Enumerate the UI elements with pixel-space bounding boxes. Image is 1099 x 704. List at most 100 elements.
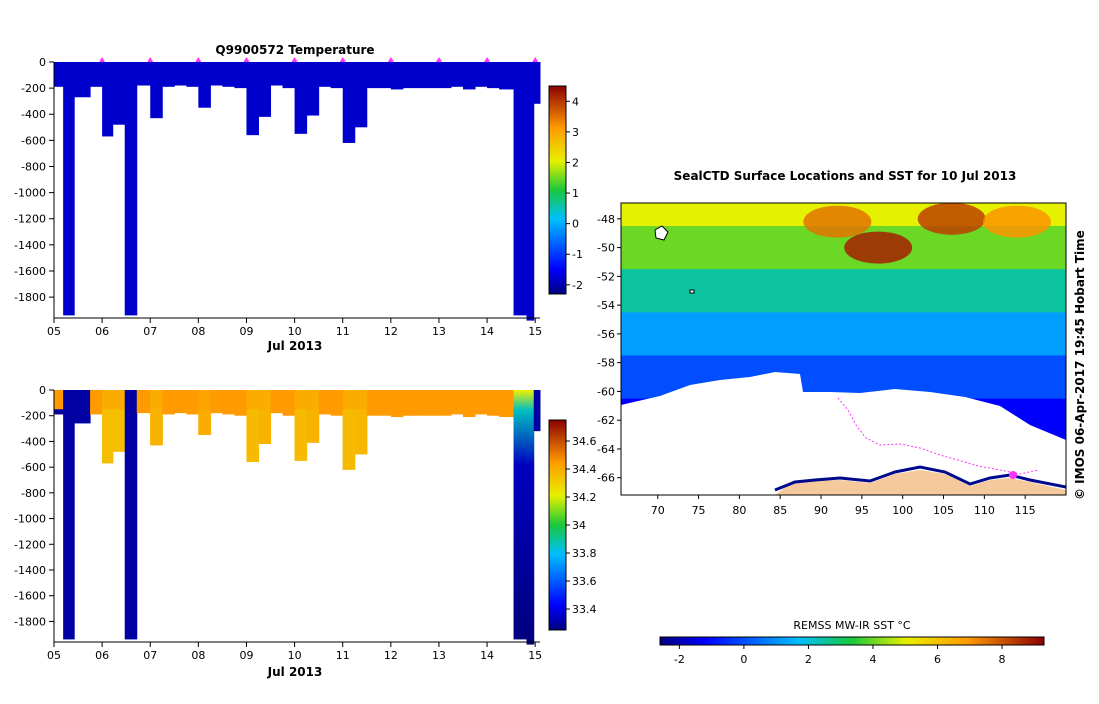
profile-0-8 [150,62,163,119]
lon-label-8: 110 [974,504,995,517]
cbar-label-0-6: 4 [572,95,579,108]
profile-0-19 [282,62,296,89]
cbar-label-0-3: 1 [572,187,579,200]
lat-label-3: -54 [597,299,615,312]
cbar-label-1-2: 33.8 [572,547,597,560]
lat-label-8: -64 [597,443,615,456]
profile-0-5 [112,62,126,125]
salinity-colorbar-ticks: 33.4 33.6 33.8 34 34.2 34.4 34.6 [566,435,597,616]
sst-cbar-label-0: -2 [674,653,685,666]
sst-map-lon-ticks: 70 75 80 85 90 95 100 105 110 115 [651,495,1036,517]
profile-0-7 [136,62,151,86]
profile-0-14 [222,62,235,87]
cbar-label-0-1: -1 [572,248,583,261]
profile-1-18 [270,390,284,414]
cbar-label-1-6: 34.6 [572,435,597,448]
surface-marker-7 [435,57,442,62]
sst-band-2 [621,269,1066,314]
x-tick-label-1-6: 11 [336,649,350,662]
profile-deep-1-20 [294,409,308,461]
x-tick-label-0-8: 13 [432,325,446,338]
y-tick-label-0-5: -1000 [14,187,46,200]
lon-label-2: 80 [732,504,746,517]
x-tick-label-0-3: 08 [191,325,205,338]
seal-position-marker [1009,471,1017,479]
y-tick-label-1-3: -600 [21,461,46,474]
salinity-profiles [54,390,541,645]
profile-0-6 [124,62,138,316]
sst-cbar-label-4: 6 [934,653,941,666]
y-tick-label-0-9: -1800 [14,291,46,304]
profile-1-33 [450,390,464,415]
profile-1-29 [402,390,416,416]
cbar-label-0-5: 3 [572,126,579,139]
profile-deep-1-25 [354,409,368,455]
x-tick-label-1-7: 12 [384,649,398,662]
surface-marker-0 [99,57,106,62]
surface-marker-6 [387,57,394,62]
x-tick-label-0-2: 07 [143,325,157,338]
temperature-colorbar [549,86,566,294]
profile-0-26 [366,62,380,89]
x-tick-label-1-1: 06 [95,649,109,662]
sst-warm-patch-1 [917,203,986,235]
surface-marker-5 [339,57,346,62]
y-tick-label-0-8: -1600 [14,265,46,278]
y-tick-label-1-2: -400 [21,435,46,448]
y-tick-label-0-4: -800 [21,160,46,173]
profile-0-21 [306,62,320,116]
profile-1-1 [63,390,75,640]
surface-marker-1 [147,57,154,62]
profile-deep-1-21 [306,409,320,443]
profile-0-16 [246,62,260,136]
sst-map-title: SealCTD Surface Locations and SST for 10… [674,169,1017,183]
kerguelen-island [654,225,669,241]
seal-track [837,397,1039,475]
x-tick-label-1-10: 15 [528,649,542,662]
profile-1-22 [318,390,332,415]
lat-label-7: -62 [597,414,615,427]
profile-0-33 [450,62,464,87]
surface-markers [99,57,539,62]
profile-1-40 [533,390,541,432]
x-tick-label-0-7: 12 [384,325,398,338]
lon-label-5: 95 [855,504,869,517]
sst-map-frame [620,202,1067,496]
y-tick-label-1-9: -1800 [14,615,46,628]
y-tick-label-1-4: -800 [21,487,46,500]
x-tick-label-0-4: 09 [239,325,253,338]
cbar-label-0-4: 2 [572,156,579,169]
cbar-label-0-0: -2 [572,279,583,292]
profile-0-12 [198,62,211,108]
surface-marker-9 [532,57,539,62]
imos-credit-text: © IMOS 06-Apr-2017 19:45 Hobart Time [1073,230,1087,500]
profile-0-24 [342,62,356,143]
profile-0-35 [475,62,488,87]
lon-label-3: 85 [773,504,787,517]
imos-credit: © IMOS 06-Apr-2017 19:45 Hobart Time [1068,230,1092,504]
sst-colorbar-ticks: -2 0 2 4 6 8 [674,645,1006,666]
ice-mask [621,372,1066,495]
cbar-label-1-5: 34.4 [572,463,597,476]
surface-marker-4 [291,57,298,62]
profile-deep-1-16 [246,409,260,462]
y-tick-label-1-5: -1000 [14,513,46,526]
salinity-panel: 0 -200 -400 -600 -800 -1000 -1200 -1400 -1600 -18… [14,384,596,679]
x-tick-label-1-8: 13 [432,649,446,662]
profile-0-1 [63,62,75,316]
profile-0-27 [378,62,392,89]
profile-0-17 [258,62,272,117]
profile-1-15 [234,390,247,416]
x-tick-label-1-3: 08 [191,649,205,662]
profile-0-30 [414,62,428,89]
profile-0-4 [102,62,114,137]
temperature-title: Q9900572 Temperature [215,43,374,57]
sst-colorbar [660,637,1044,645]
y-tick-label-1-1: -200 [21,410,46,423]
profile-0-32 [438,62,452,89]
y-tick-label-1-8: -1600 [14,590,46,603]
lat-label-9: -66 [597,472,615,485]
temperature-panel: Q9900572 Temperature 0 -200 -400 -600 -800 -1… [14,43,583,353]
profile-1-3 [90,390,103,415]
profile-0-38 [513,62,528,316]
